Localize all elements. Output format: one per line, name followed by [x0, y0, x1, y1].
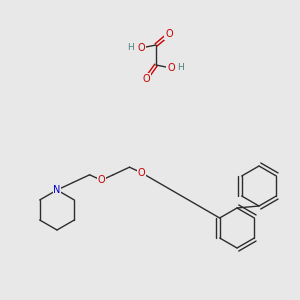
Text: O: O — [98, 175, 105, 185]
Text: O: O — [137, 168, 145, 178]
Text: H: H — [178, 62, 184, 71]
Text: O: O — [137, 43, 145, 53]
Text: O: O — [165, 29, 173, 39]
Text: N: N — [53, 185, 61, 195]
Text: O: O — [142, 74, 150, 84]
Text: H: H — [128, 43, 134, 52]
Text: O: O — [167, 63, 175, 73]
